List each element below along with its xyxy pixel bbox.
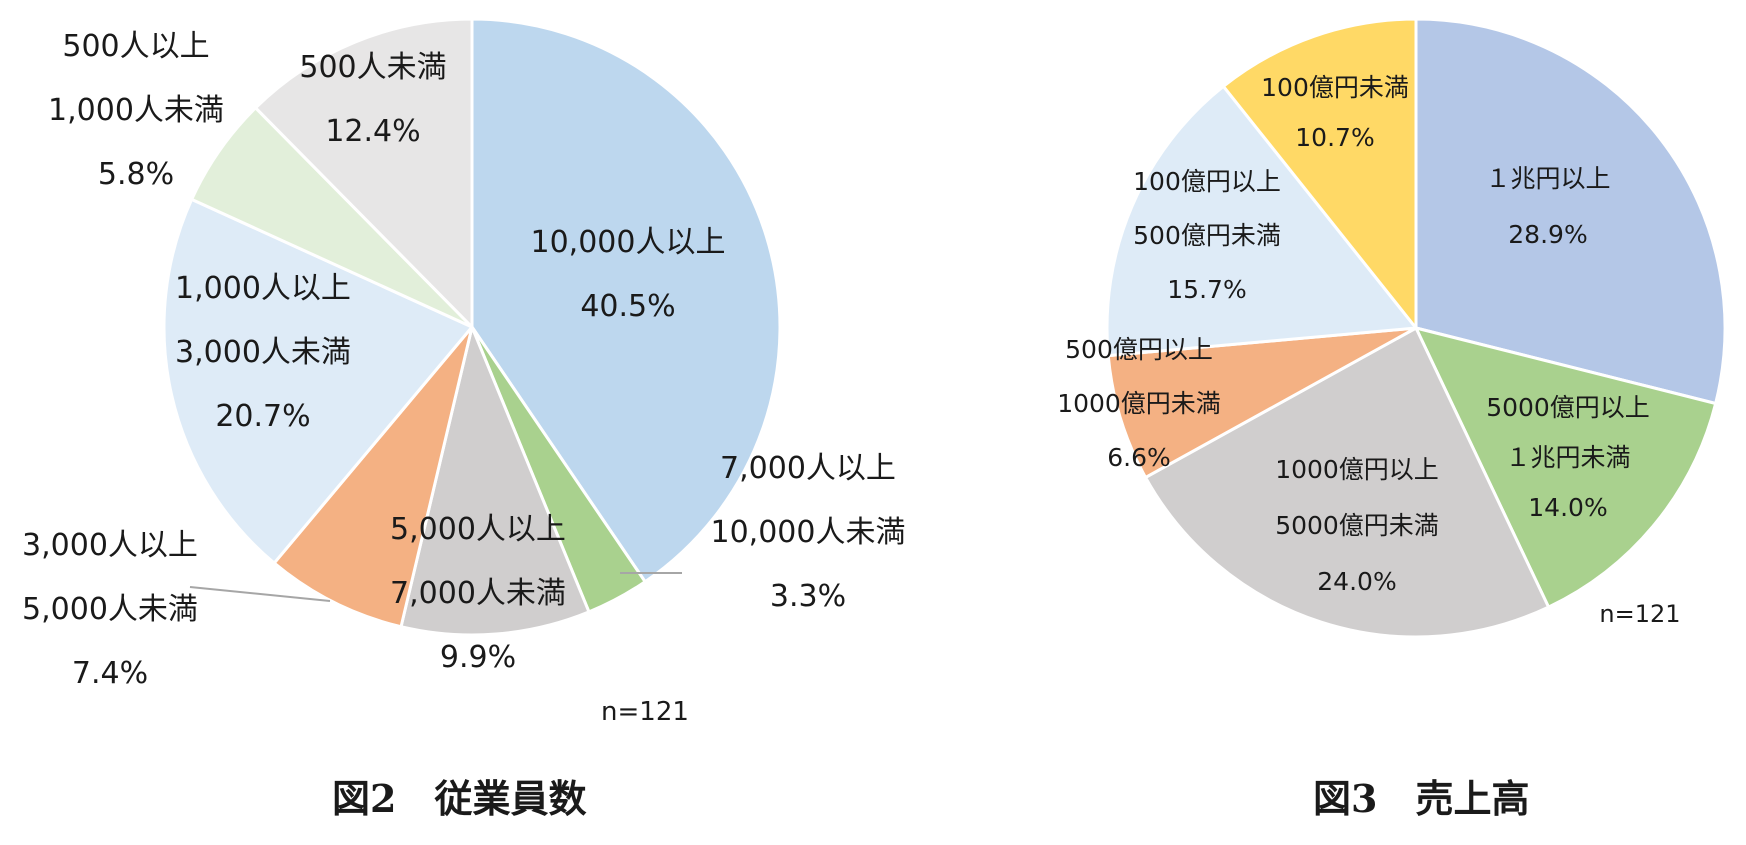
sales-slice-label-line-5-0: 100億円未満 xyxy=(1261,73,1409,102)
employee-pie-chart: 10,000人以上 40.5% 7,000人以上 10,000人未満 3.3% 5,000… xyxy=(22,17,906,727)
sales-slice-label-line-4-0: 100億円以上 xyxy=(1133,167,1281,196)
employee-slice-label-line-5-0: 500人以上 xyxy=(62,29,209,64)
sales-slice-label-line-1-1: １兆円未満 xyxy=(1505,443,1630,472)
employee-slice-label-line-6-0: 500人未満 xyxy=(299,50,446,85)
sales-slice-label-3: 500億円以上 1000億円未満 6.6% xyxy=(1057,335,1221,472)
sales-slice-pct-2: 24.0% xyxy=(1317,567,1396,596)
sales-n-label: n=121 xyxy=(1599,600,1680,628)
employee-slice-label-3: 3,000人以上 5,000人未満 7.4% xyxy=(22,528,198,691)
sales-chart-title: 図3 売上高 xyxy=(1313,776,1530,821)
sales-slice-label-line-1-0: 5000億円以上 xyxy=(1486,393,1650,422)
employee-slice-pct-4: 20.7% xyxy=(215,399,310,434)
employee-slice-label-line-1-1: 10,000人未満 xyxy=(711,515,906,550)
employee-slice-label-6: 500人未満 12.4% xyxy=(299,50,446,149)
employee-slice-4 xyxy=(162,197,474,565)
employee-slice-pct-2: 9.9% xyxy=(440,640,516,675)
employee-slice-label-line-4-0: 1,000人以上 xyxy=(175,271,351,306)
employee-slice-label-line-2-0: 5,000人以上 xyxy=(390,512,566,547)
sales-slice-pct-5: 10.7% xyxy=(1295,123,1374,152)
employee-slice-0 xyxy=(470,17,782,584)
employee-slice-label-line-3-0: 3,000人以上 xyxy=(22,528,198,563)
sales-slice-pct-0: 28.9% xyxy=(1508,220,1587,249)
sales-pie-chart: １兆円以上 28.9% 5000億円以上 １兆円未満 14.0% 1000億円以上 5000… xyxy=(1057,17,1727,639)
employee-chart-title: 図2 従業員数 xyxy=(332,776,587,821)
sales-slice-pct-4: 15.7% xyxy=(1167,275,1246,304)
employee-slice-pct-3: 7.4% xyxy=(72,656,148,691)
employee-slice-label-4: 1,000人以上 3,000人未満 20.7% xyxy=(175,271,351,434)
sales-slice-pct-3: 6.6% xyxy=(1107,443,1171,472)
employee-slice-label-0: 10,000人以上 40.5% xyxy=(531,225,726,324)
employee-slice-3 xyxy=(272,325,474,629)
employee-slice-label-line-5-1: 1,000人未満 xyxy=(48,93,224,128)
employee-slice-label-line-2-1: 7,000人未満 xyxy=(390,576,566,611)
sales-slice-2 xyxy=(1144,326,1551,639)
sales-slice-5 xyxy=(1221,17,1418,330)
employee-slice-label-line-1-0: 7,000人以上 xyxy=(720,451,896,486)
employee-slice-label-line-4-1: 3,000人未満 xyxy=(175,335,351,370)
employee-leader-line-3 xyxy=(189,586,331,602)
employee-slice-2 xyxy=(399,325,591,637)
sales-slice-label-line-2-1: 5000億円未満 xyxy=(1275,511,1439,540)
sales-slice-1 xyxy=(1414,326,1718,609)
sales-slice-pct-1: 14.0% xyxy=(1528,493,1607,522)
sales-slice-label-line-2-0: 1000億円以上 xyxy=(1275,455,1439,484)
employee-slice-label-1: 7,000人以上 10,000人未満 3.3% xyxy=(711,451,906,614)
sales-slice-label-1: 5000億円以上 １兆円未満 14.0% xyxy=(1486,393,1650,522)
sales-slice-label-2: 1000億円以上 5000億円未満 24.0% xyxy=(1275,455,1439,596)
sales-slice-3 xyxy=(1106,326,1418,479)
employee-slice-label-line-3-1: 5,000人未満 xyxy=(22,592,198,627)
sales-slice-label-line-4-1: 500億円未満 xyxy=(1133,221,1281,250)
sales-slice-label-0: １兆円以上 28.9% xyxy=(1485,164,1610,249)
sales-slice-label-line-0-0: １兆円以上 xyxy=(1485,164,1610,193)
sales-slice-0 xyxy=(1414,17,1727,406)
sales-slice-label-line-3-0: 500億円以上 xyxy=(1065,335,1213,364)
employee-slice-pct-6: 12.4% xyxy=(325,114,420,149)
employee-slice-pct-1: 3.3% xyxy=(770,579,846,614)
employee-slice-pct-0: 40.5% xyxy=(580,289,675,324)
sales-slice-label-line-3-1: 1000億円未満 xyxy=(1057,389,1221,418)
employee-slice-label-2: 5,000人以上 7,000人未満 9.9% xyxy=(390,512,566,675)
employee-slice-label-line-0-0: 10,000人以上 xyxy=(531,225,726,260)
employee-slice-pct-5: 5.8% xyxy=(98,157,174,192)
employee-slice-6 xyxy=(254,17,474,329)
employee-slice-label-5: 500人以上 1,000人未満 5.8% xyxy=(48,29,224,192)
sales-slice-label-4: 100億円以上 500億円未満 15.7% xyxy=(1133,167,1281,304)
sales-slice-4 xyxy=(1105,84,1418,358)
employee-n-label: n=121 xyxy=(601,697,689,727)
sales-slice-label-5: 100億円未満 10.7% xyxy=(1261,73,1409,152)
